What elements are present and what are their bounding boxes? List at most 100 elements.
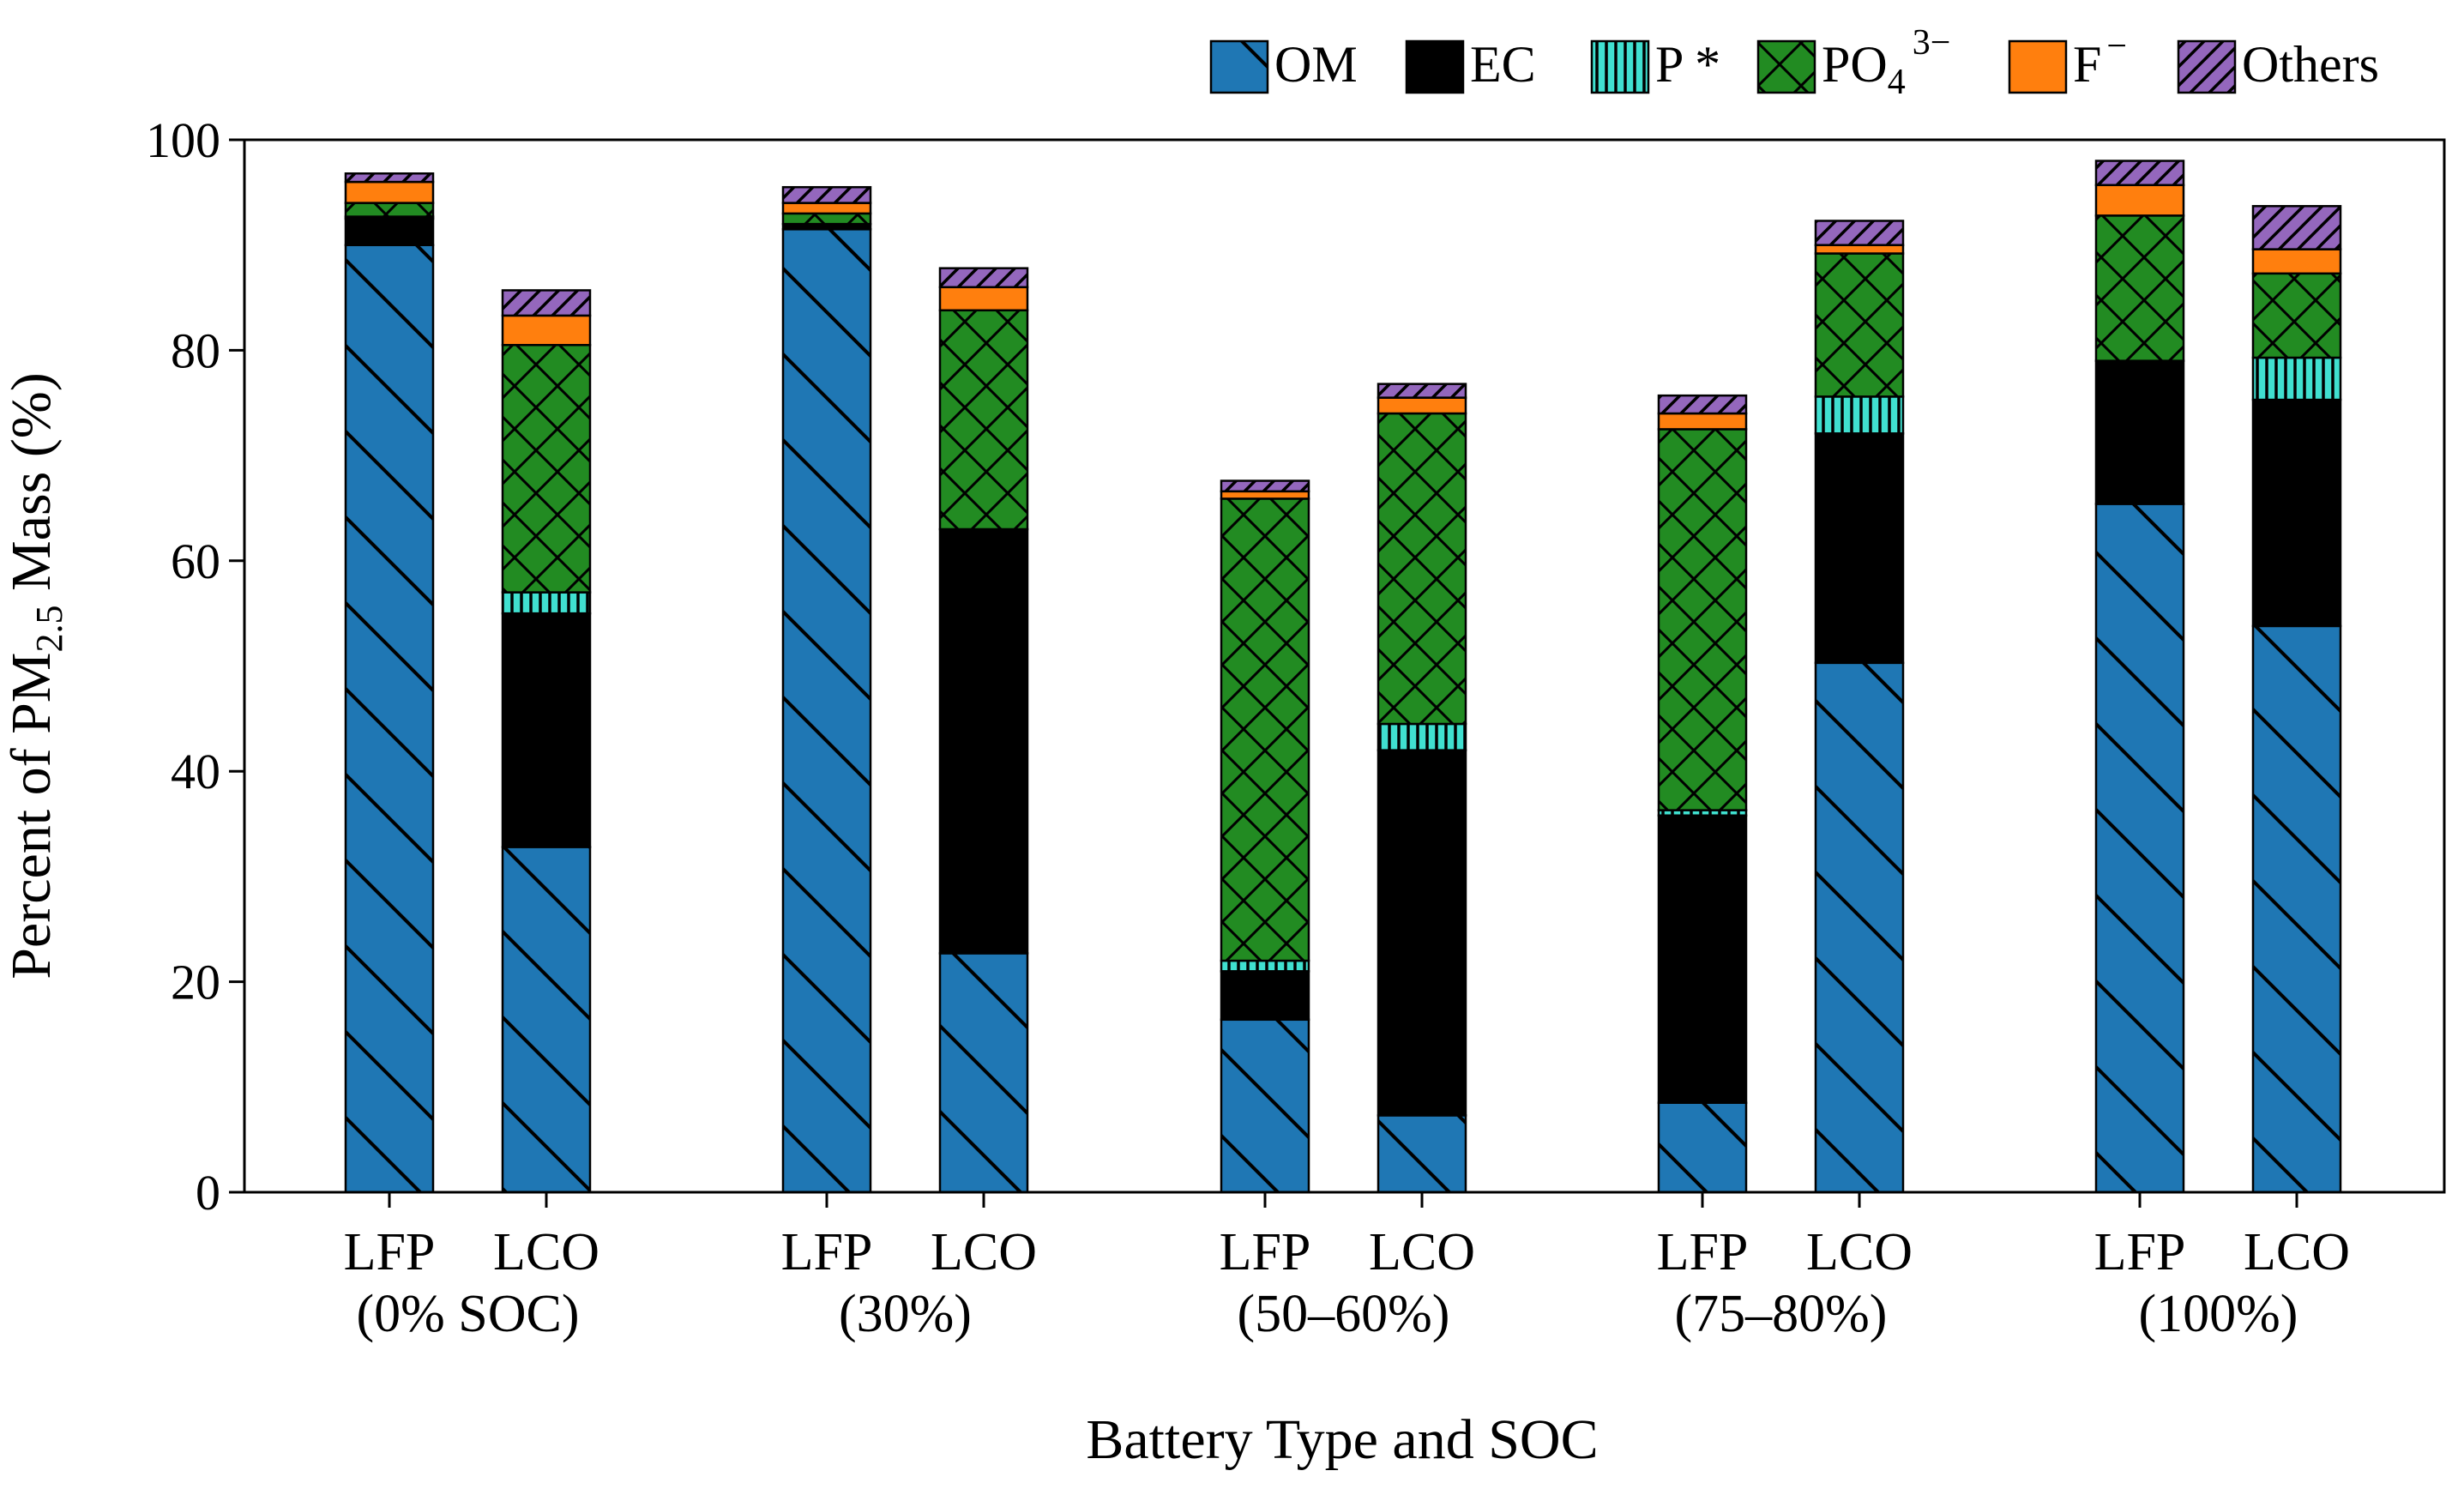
bar-segment-ec (1659, 815, 1746, 1103)
legend-item: P * (1590, 36, 1720, 94)
bar-segment-hatch (1221, 1019, 1309, 1192)
legend-swatch-hatch (1211, 41, 1268, 93)
bar-segment-ec (2253, 400, 2340, 626)
y-axis-label-suffix: Mass (%) (0, 372, 63, 605)
legend-swatch-outline (1209, 39, 1269, 94)
legend-item: OM (1209, 36, 1358, 94)
legend-label: EC (1470, 36, 1536, 93)
bar-segment-hatch (503, 847, 590, 1192)
bar-segment-outline (2251, 205, 2342, 250)
bar-segment-ec (1378, 750, 1466, 1116)
bar-segment-hatch (940, 953, 1027, 1192)
x-group-label: (30%) (839, 1285, 972, 1343)
legend-swatch-outline (1405, 39, 1465, 94)
y-tick-label: 20 (171, 955, 220, 1010)
bar-segment-hatch (1659, 395, 1746, 414)
bar-segment-outline (1220, 479, 1310, 493)
x-tick-label: LFP (781, 1223, 873, 1281)
bar-segment-hatch (346, 244, 433, 1193)
y-axis-label-prefix: Percent of PM (0, 653, 63, 980)
bar-segment-outline (344, 172, 435, 184)
bar-segment-hatch (346, 202, 433, 217)
x-tick-label: LFP (1657, 1223, 1749, 1281)
y-axis-label: Percent of PM2.5 Mass (%) (0, 372, 70, 980)
bar-segment-hatch (1816, 253, 1903, 397)
bar-segment-ec (940, 528, 1027, 954)
bar-segment-f (1659, 413, 1746, 430)
bar-segment-hatch (503, 290, 590, 316)
legend-item: PO43− (1756, 23, 1950, 102)
bar-segment-outline (1814, 220, 1905, 246)
bar-segment-f (1378, 397, 1466, 414)
bar-segment-hatch (1659, 429, 1746, 811)
legend-swatch-outline (1756, 39, 1816, 94)
x-group-label: (50–60%) (1238, 1285, 1450, 1343)
bar-stack (2094, 160, 2185, 1194)
bar-segment-hatch (783, 187, 871, 203)
bar-segment-hatch (1378, 723, 1466, 750)
bar-stack (1377, 383, 1467, 1194)
bar-segment-hatch (1659, 810, 1746, 816)
bar-segment-hatch (2253, 273, 2340, 358)
bar-segment-hatch (2253, 206, 2340, 250)
legend-swatch (1407, 41, 1463, 93)
bar-stack (1814, 220, 1905, 1194)
bar-segment-ec (346, 219, 433, 245)
legend-swatch-hatch (2178, 41, 2235, 93)
y-tick-label: 40 (171, 744, 220, 799)
x-tick-label: LCO (1806, 1223, 1913, 1281)
bar-segment-hatch (1221, 480, 1309, 491)
bar-segment-hatch (346, 173, 433, 183)
legend-swatch-hatch (1758, 41, 1815, 93)
x-group-label: (0% SOC) (356, 1285, 579, 1343)
y-tick-label: 60 (171, 533, 220, 589)
x-tick-label: LFP (1220, 1223, 1311, 1281)
bar-segment-ec (1816, 433, 1903, 663)
bar-segment-hatch (2096, 503, 2184, 1192)
legend-label: P * (1655, 36, 1720, 93)
x-group-label: (100%) (2139, 1285, 2298, 1343)
bar-segment-f (1816, 244, 1903, 254)
bar-segment-outline (2094, 160, 2185, 187)
bar-segment-hatch (1221, 498, 1309, 961)
bar-segment-hatch (940, 310, 1027, 529)
bar-segment-hatch (1816, 662, 1903, 1192)
bar-stack (501, 289, 592, 1194)
legend-swatch-outline (2177, 39, 2237, 94)
bar-segment-ec (503, 613, 590, 847)
bar-segment-hatch (1221, 961, 1309, 972)
bar-segment-f (1221, 491, 1309, 499)
plot-frame (243, 138, 2446, 1194)
legend: OM EC P * PO43− F − Others (1209, 23, 2379, 102)
x-tick-label: LCO (493, 1223, 599, 1281)
bar-segment-hatch (1378, 413, 1466, 724)
legend-swatch (2009, 41, 2066, 93)
bar-segment-outline (938, 267, 1029, 289)
bar-segment-hatch (783, 229, 871, 1192)
bar-segment-outline (1657, 394, 1748, 415)
bar-segment-f (783, 202, 871, 214)
bar-segment-f (346, 182, 433, 203)
bar-segment-outline (781, 185, 872, 204)
bar-segment-hatch (1659, 1102, 1746, 1192)
legend-swatch-outline (2008, 39, 2068, 94)
legend-item: EC (1405, 36, 1536, 94)
legend-label: PO43− (1822, 23, 1950, 102)
bar-stack (2251, 205, 2342, 1194)
bar-segment-ec (783, 224, 871, 230)
legend-item: F − (2008, 27, 2127, 94)
bar-segment-hatch (2253, 625, 2340, 1192)
bar-segment-f (503, 315, 590, 346)
bar-segment-ec (1221, 971, 1309, 1020)
bar-segment-hatch (783, 213, 871, 225)
bar-segment-f (2253, 249, 2340, 274)
bar-segment-hatch (2253, 357, 2340, 401)
y-axis-label-subscript: 2.5 (28, 606, 70, 653)
legend-label: F − (2073, 27, 2127, 93)
bar-segment-hatch (2096, 160, 2184, 185)
y-tick-label: 100 (146, 112, 220, 168)
x-axis: LFP LCO(0% SOC)LFP LCO(30%)LFP LCO(50–60%)L… (344, 1192, 2350, 1343)
bar-segment-hatch (1816, 396, 1903, 434)
bar-segment-hatch (1378, 1115, 1466, 1192)
bar-segment-hatch (940, 268, 1027, 287)
